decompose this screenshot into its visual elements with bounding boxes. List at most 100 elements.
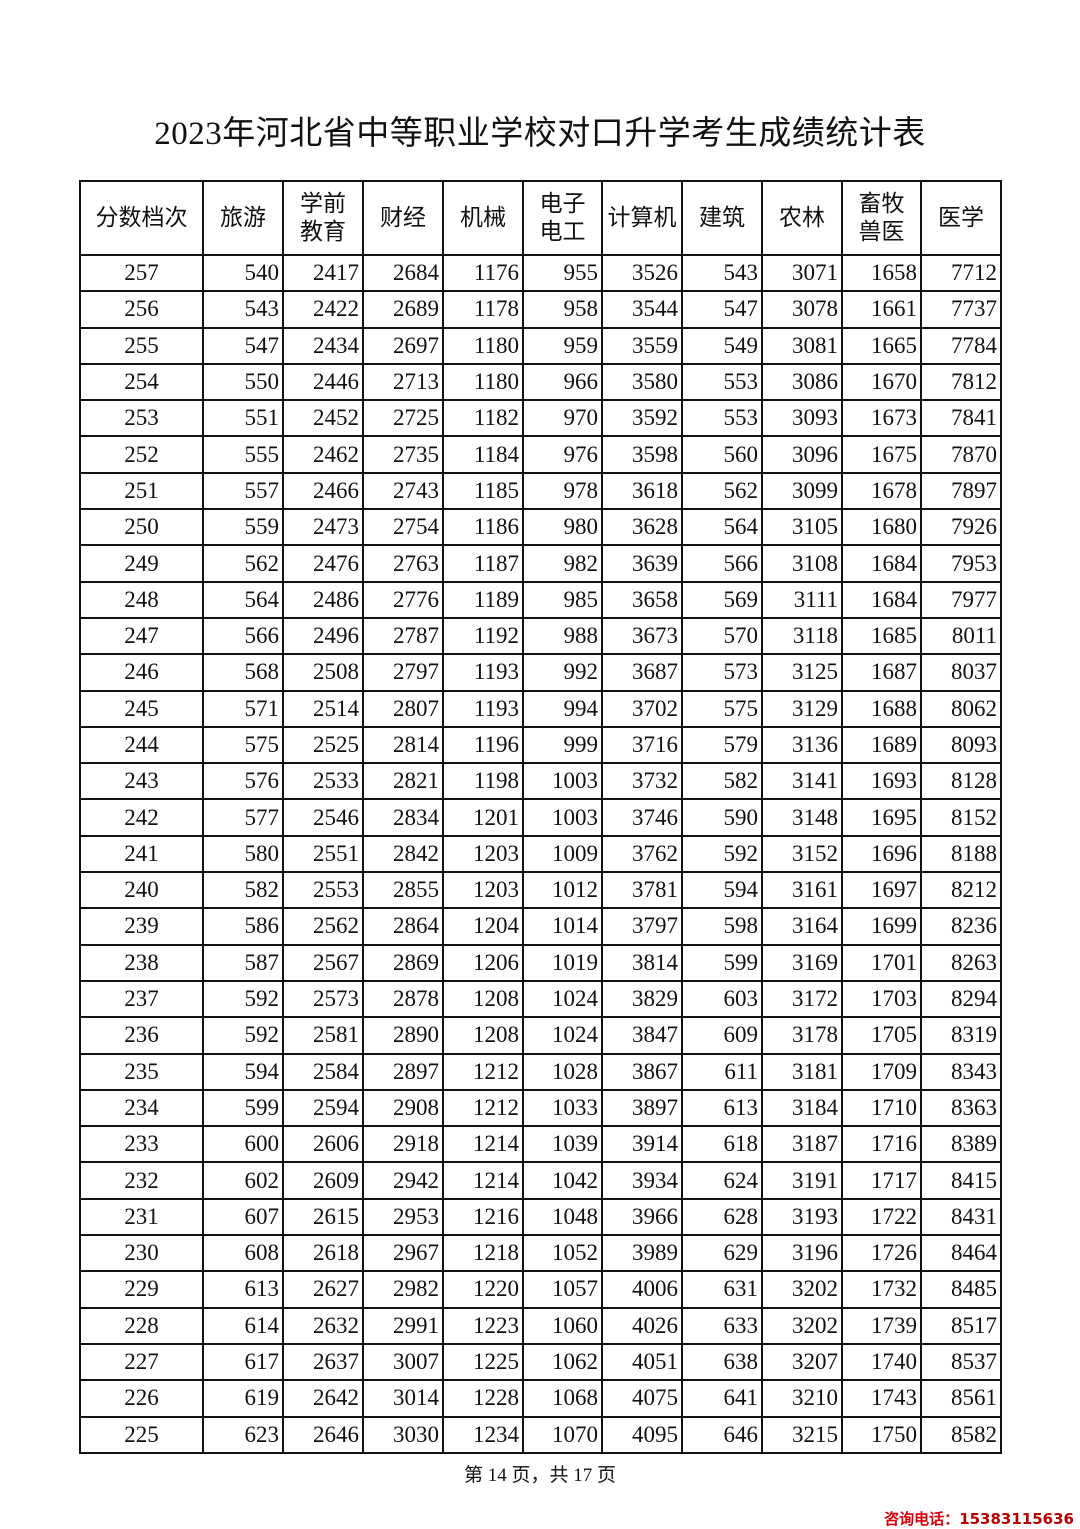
count-cell: 1060: [522, 1306, 603, 1345]
score-cell: 255: [79, 326, 204, 365]
score-cell: 245: [79, 689, 204, 728]
count-cell: 1196: [442, 725, 524, 765]
count-cell: 3618: [601, 471, 683, 511]
count-cell: 3559: [601, 326, 683, 365]
contact-label: 咨询电话：: [884, 1510, 960, 1528]
count-cell: 586: [202, 907, 284, 946]
table-row: 234 599 2594 2908 1212 1033 3897 613 3184 1710 836…: [79, 1088, 1002, 1128]
count-cell: 598: [681, 907, 763, 946]
count-cell: 980: [522, 508, 603, 547]
count-cell: 1688: [841, 689, 922, 728]
count-cell: 608: [202, 1234, 284, 1273]
count-cell: 3096: [761, 435, 843, 474]
column-header: 建筑: [681, 180, 763, 256]
table-row: 255 547 2434 2697 1180 959 3559 549 3081 1665 7784: [79, 326, 1002, 365]
count-cell: 1212: [442, 1052, 524, 1091]
count-cell: 573: [681, 653, 763, 692]
count-cell: 8319: [920, 1016, 1002, 1055]
count-cell: 1696: [841, 834, 922, 874]
table-row: 244 575 2525 2814 1196 999 3716 579 3136 1689 8093: [79, 725, 1002, 765]
count-cell: 594: [681, 871, 763, 910]
count-cell: 641: [681, 1379, 763, 1418]
count-cell: 579: [681, 725, 763, 765]
count-cell: 2533: [282, 762, 364, 801]
count-cell: 3099: [761, 471, 843, 511]
count-cell: 8517: [920, 1306, 1002, 1345]
count-cell: 1048: [522, 1197, 603, 1237]
count-cell: 3207: [761, 1342, 843, 1382]
table-row: 240 582 2553 2855 1203 1012 3781 594 3161 1697 821…: [79, 871, 1002, 910]
count-cell: 3989: [601, 1234, 683, 1273]
count-cell: 7953: [920, 544, 1002, 583]
table-row: 231 607 2615 2953 1216 1048 3966 628 3193 1722 843…: [79, 1197, 1002, 1237]
table-row: 235 594 2584 2897 1212 1028 3867 611 3181 1709 834…: [79, 1052, 1002, 1091]
count-cell: 3673: [601, 616, 683, 656]
table-row: 227 617 2637 3007 1225 1062 4051 638 3207 1740 853…: [79, 1342, 1002, 1382]
count-cell: 575: [681, 689, 763, 728]
score-cell: 256: [79, 290, 204, 329]
count-cell: 2918: [362, 1125, 444, 1164]
count-cell: 566: [681, 544, 763, 583]
count-cell: 2551: [282, 834, 364, 874]
count-cell: 1212: [442, 1088, 524, 1128]
count-cell: 2807: [362, 689, 444, 728]
count-cell: 2573: [282, 979, 364, 1019]
column-header: 旅游: [202, 180, 284, 256]
count-cell: 1057: [522, 1270, 603, 1309]
count-cell: 2476: [282, 544, 364, 583]
count-cell: 1750: [841, 1415, 922, 1454]
score-cell: 249: [79, 544, 204, 583]
count-cell: 2466: [282, 471, 364, 511]
count-cell: 1208: [442, 1016, 524, 1055]
count-cell: 2646: [282, 1415, 364, 1454]
count-cell: 1003: [522, 762, 603, 801]
table-row: 232 602 2609 2942 1214 1042 3934 624 3191 1717 841…: [79, 1161, 1002, 1200]
column-header: 农林: [761, 180, 843, 256]
table-row: 246 568 2508 2797 1193 992 3687 573 3125 1687 8037: [79, 653, 1002, 692]
count-cell: 1680: [841, 508, 922, 547]
count-cell: 2546: [282, 798, 364, 837]
count-cell: 1012: [522, 871, 603, 910]
count-cell: 1192: [442, 616, 524, 656]
score-cell: 235: [79, 1052, 204, 1091]
count-cell: 2897: [362, 1052, 444, 1091]
count-cell: 3658: [601, 580, 683, 619]
count-cell: 1206: [442, 943, 524, 982]
count-cell: 2584: [282, 1052, 364, 1091]
contact-number: 15383115636: [959, 1510, 1074, 1528]
count-cell: 613: [202, 1270, 284, 1309]
count-cell: 8582: [920, 1415, 1002, 1454]
count-cell: 609: [681, 1016, 763, 1055]
count-cell: 1675: [841, 435, 922, 474]
score-cell: 238: [79, 943, 204, 982]
count-cell: 2618: [282, 1234, 364, 1273]
count-cell: 618: [681, 1125, 763, 1164]
count-cell: 8485: [920, 1270, 1002, 1309]
count-cell: 1185: [442, 471, 524, 511]
count-cell: 3746: [601, 798, 683, 837]
count-cell: 2834: [362, 798, 444, 837]
count-cell: 8294: [920, 979, 1002, 1019]
count-cell: 2821: [362, 762, 444, 801]
count-cell: 543: [202, 290, 284, 329]
count-cell: 2434: [282, 326, 364, 365]
table-row: 236 592 2581 2890 1208 1024 3847 609 3178 1705 831…: [79, 1016, 1002, 1055]
table-row: 245 571 2514 2807 1193 994 3702 575 3129 1688 8062: [79, 689, 1002, 728]
count-cell: 1685: [841, 616, 922, 656]
count-cell: 2609: [282, 1161, 364, 1200]
count-cell: 7870: [920, 435, 1002, 474]
count-cell: 3136: [761, 725, 843, 765]
count-cell: 3193: [761, 1197, 843, 1237]
count-cell: 7977: [920, 580, 1002, 619]
count-cell: 1068: [522, 1379, 603, 1418]
count-cell: 1214: [442, 1125, 524, 1164]
count-cell: 4095: [601, 1415, 683, 1454]
count-cell: 958: [522, 290, 603, 329]
count-cell: 631: [681, 1270, 763, 1309]
count-cell: 2594: [282, 1088, 364, 1128]
count-cell: 988: [522, 616, 603, 656]
count-cell: 8537: [920, 1342, 1002, 1382]
count-cell: 3897: [601, 1088, 683, 1128]
score-cell: 251: [79, 471, 204, 511]
count-cell: 1028: [522, 1052, 603, 1091]
